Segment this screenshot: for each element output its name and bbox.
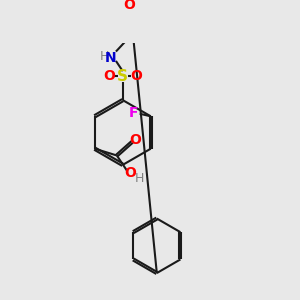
Text: F: F — [129, 106, 139, 120]
Text: H: H — [99, 50, 109, 63]
Text: O: O — [103, 69, 115, 83]
Text: O: O — [130, 69, 142, 83]
Text: S: S — [117, 69, 128, 84]
Text: O: O — [130, 133, 142, 147]
Text: H: H — [134, 172, 144, 185]
Text: O: O — [124, 0, 136, 12]
Text: O: O — [124, 167, 136, 180]
Text: N: N — [105, 50, 117, 64]
